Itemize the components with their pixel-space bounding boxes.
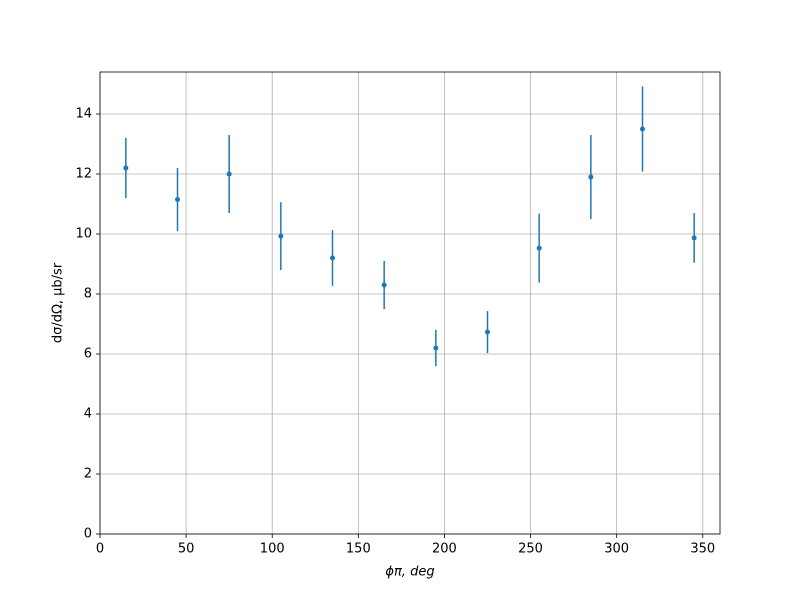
data-point <box>433 345 439 351</box>
x-tick-label: 250 <box>518 542 543 557</box>
x-tick-label: 350 <box>690 542 715 557</box>
y-tick-label: 14 <box>75 107 92 122</box>
data-point <box>640 126 645 132</box>
y-axis-label: dσ/dΩ, μb/sr <box>51 262 66 343</box>
x-tick-label: 300 <box>604 542 629 557</box>
data-point <box>588 174 594 180</box>
x-tick-label: 150 <box>346 542 371 557</box>
data-point <box>485 329 490 335</box>
y-tick-label: 6 <box>84 347 92 362</box>
data-point <box>536 245 542 251</box>
y-tick-label: 8 <box>84 287 92 302</box>
y-tick-label: 0 <box>84 527 92 542</box>
plot-frame <box>99 71 721 535</box>
x-tick-label: 100 <box>260 542 285 557</box>
data-point <box>226 171 232 177</box>
data-point <box>123 165 129 171</box>
y-tick-label: 10 <box>75 227 92 242</box>
y-tick-label: 12 <box>75 167 92 182</box>
data-point <box>381 282 387 288</box>
x-axis-label: ϕπ, deg <box>385 565 434 580</box>
data-point <box>278 233 284 239</box>
data-point <box>691 235 697 241</box>
data-point <box>175 197 180 202</box>
x-tick-label: 200 <box>432 542 457 557</box>
y-tick-label: 4 <box>84 407 92 422</box>
y-tick-label: 2 <box>84 467 92 482</box>
x-tick-label: 0 <box>96 542 104 557</box>
data-point <box>330 255 335 261</box>
x-tick-label: 50 <box>178 542 195 557</box>
